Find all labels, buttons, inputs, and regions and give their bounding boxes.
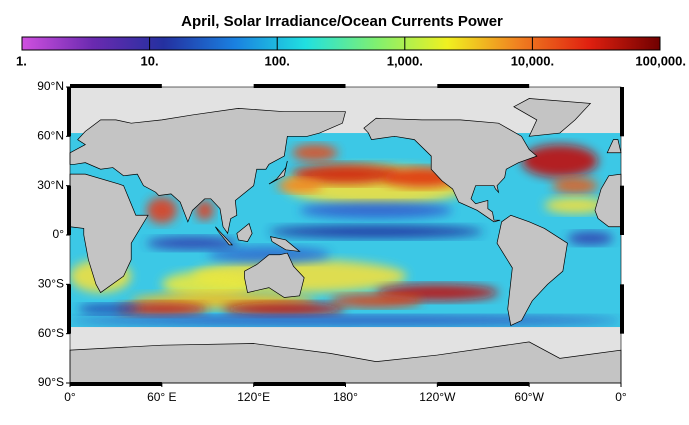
y-tick-label: 90°N bbox=[37, 79, 64, 93]
colorbar-tick-label: 10. bbox=[141, 53, 159, 68]
ocean-blob bbox=[567, 231, 614, 245]
ocean-blob bbox=[77, 304, 139, 314]
y-tick-label: 0° bbox=[53, 227, 65, 241]
ocean-blob bbox=[291, 144, 338, 161]
colorbar bbox=[21, 36, 661, 51]
ocean-blob bbox=[299, 202, 453, 219]
x-tick-label: 120°E bbox=[237, 390, 270, 404]
ocean-blob bbox=[161, 271, 254, 298]
y-tick-label: 90°S bbox=[38, 375, 64, 389]
y-tick-label: 60°N bbox=[37, 129, 64, 143]
ocean-blob bbox=[521, 144, 599, 178]
x-tick-label: 0° bbox=[615, 390, 627, 404]
y-tick-label: 30°N bbox=[37, 178, 64, 192]
x-tick-label: 0° bbox=[64, 390, 76, 404]
chart-title: April, Solar Irradiance/Ocean Currents P… bbox=[181, 13, 503, 30]
y-tick-label: 60°S bbox=[38, 326, 64, 340]
x-tick-label: 120°W bbox=[419, 390, 456, 404]
ocean-blob bbox=[552, 177, 599, 194]
continent bbox=[496, 214, 568, 326]
x-tick-label: 180° bbox=[333, 390, 358, 404]
ocean-blob bbox=[195, 200, 214, 221]
land bbox=[69, 98, 622, 384]
ocean-blob bbox=[276, 179, 323, 193]
ocean-blob bbox=[330, 294, 423, 308]
ocean-blob bbox=[291, 164, 400, 185]
colorbar-tick-label: 1,000. bbox=[387, 53, 423, 68]
continent bbox=[69, 108, 346, 235]
ocean-blob bbox=[146, 197, 178, 224]
continent bbox=[236, 222, 253, 242]
ocean-blob bbox=[268, 225, 484, 239]
ocean-blob bbox=[223, 302, 346, 316]
continent bbox=[363, 117, 538, 223]
colorbar-tick-label: 10,000. bbox=[511, 53, 554, 68]
continent bbox=[215, 226, 234, 246]
x-tick-label: 60°W bbox=[514, 390, 544, 404]
ocean-blob bbox=[115, 302, 208, 316]
colorbar-tick-label: 100,000. bbox=[635, 53, 686, 68]
ocean-blob bbox=[146, 236, 239, 250]
continent bbox=[69, 173, 149, 294]
y-tick-label: 30°S bbox=[38, 277, 64, 291]
x-tick-label: 60° E bbox=[147, 390, 176, 404]
continent bbox=[269, 236, 301, 252]
continent bbox=[513, 98, 592, 137]
ocean-blob bbox=[544, 197, 606, 214]
continent bbox=[244, 252, 305, 298]
continent bbox=[268, 160, 288, 185]
continent bbox=[606, 139, 622, 154]
colorbar-tick-label: 1. bbox=[16, 53, 27, 68]
colorbar-tick-label: 100. bbox=[265, 53, 290, 68]
ocean-blob bbox=[70, 315, 621, 326]
